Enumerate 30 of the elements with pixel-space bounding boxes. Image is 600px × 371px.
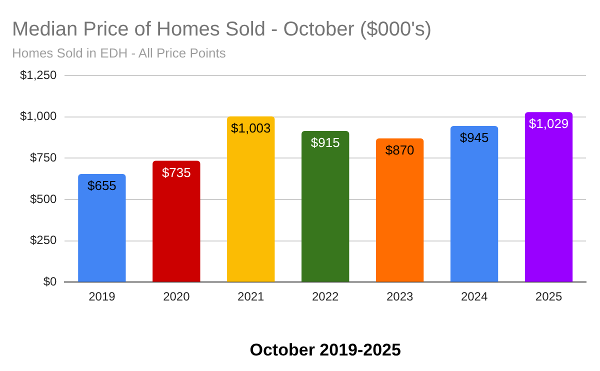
bar (78, 174, 126, 282)
y-tick-label: $500 (30, 192, 58, 206)
data-label: $655 (87, 178, 116, 194)
x-tick-label: 2021 (238, 290, 265, 304)
x-axis-title: October 2019-2025 (250, 340, 401, 360)
data-label: $1,029 (528, 116, 569, 132)
data-label: $735 (162, 164, 191, 180)
y-tick-label: $250 (30, 233, 58, 248)
x-tick-label: 2022 (312, 290, 340, 304)
chart-subtitle: Homes Sold in EDH - All Price Points (12, 45, 226, 60)
x-tick-label: 2019 (88, 290, 116, 304)
bar (450, 126, 498, 282)
data-label: $870 (385, 142, 414, 158)
x-tick-label: 2025 (535, 290, 562, 304)
data-label: $1,003 (231, 120, 271, 136)
bar (227, 116, 275, 282)
x-tick-label: 2024 (460, 290, 488, 304)
y-tick-label: $0 (43, 274, 58, 289)
y-tick-label: $750 (30, 150, 58, 165)
chart-title: Median Price of Homes Sold - October ($000's) (12, 18, 432, 41)
data-label: $915 (310, 135, 340, 150)
x-tick-label: 2020 (163, 290, 190, 304)
x-tick-label: 2023 (386, 290, 414, 304)
bar (376, 138, 424, 282)
y-tick-label: $1,250 (20, 68, 58, 82)
y-tick-label: $1,000 (20, 109, 58, 124)
bar (302, 130, 350, 282)
data-label: $945 (460, 130, 489, 146)
bar (524, 112, 573, 282)
bar (152, 160, 200, 282)
